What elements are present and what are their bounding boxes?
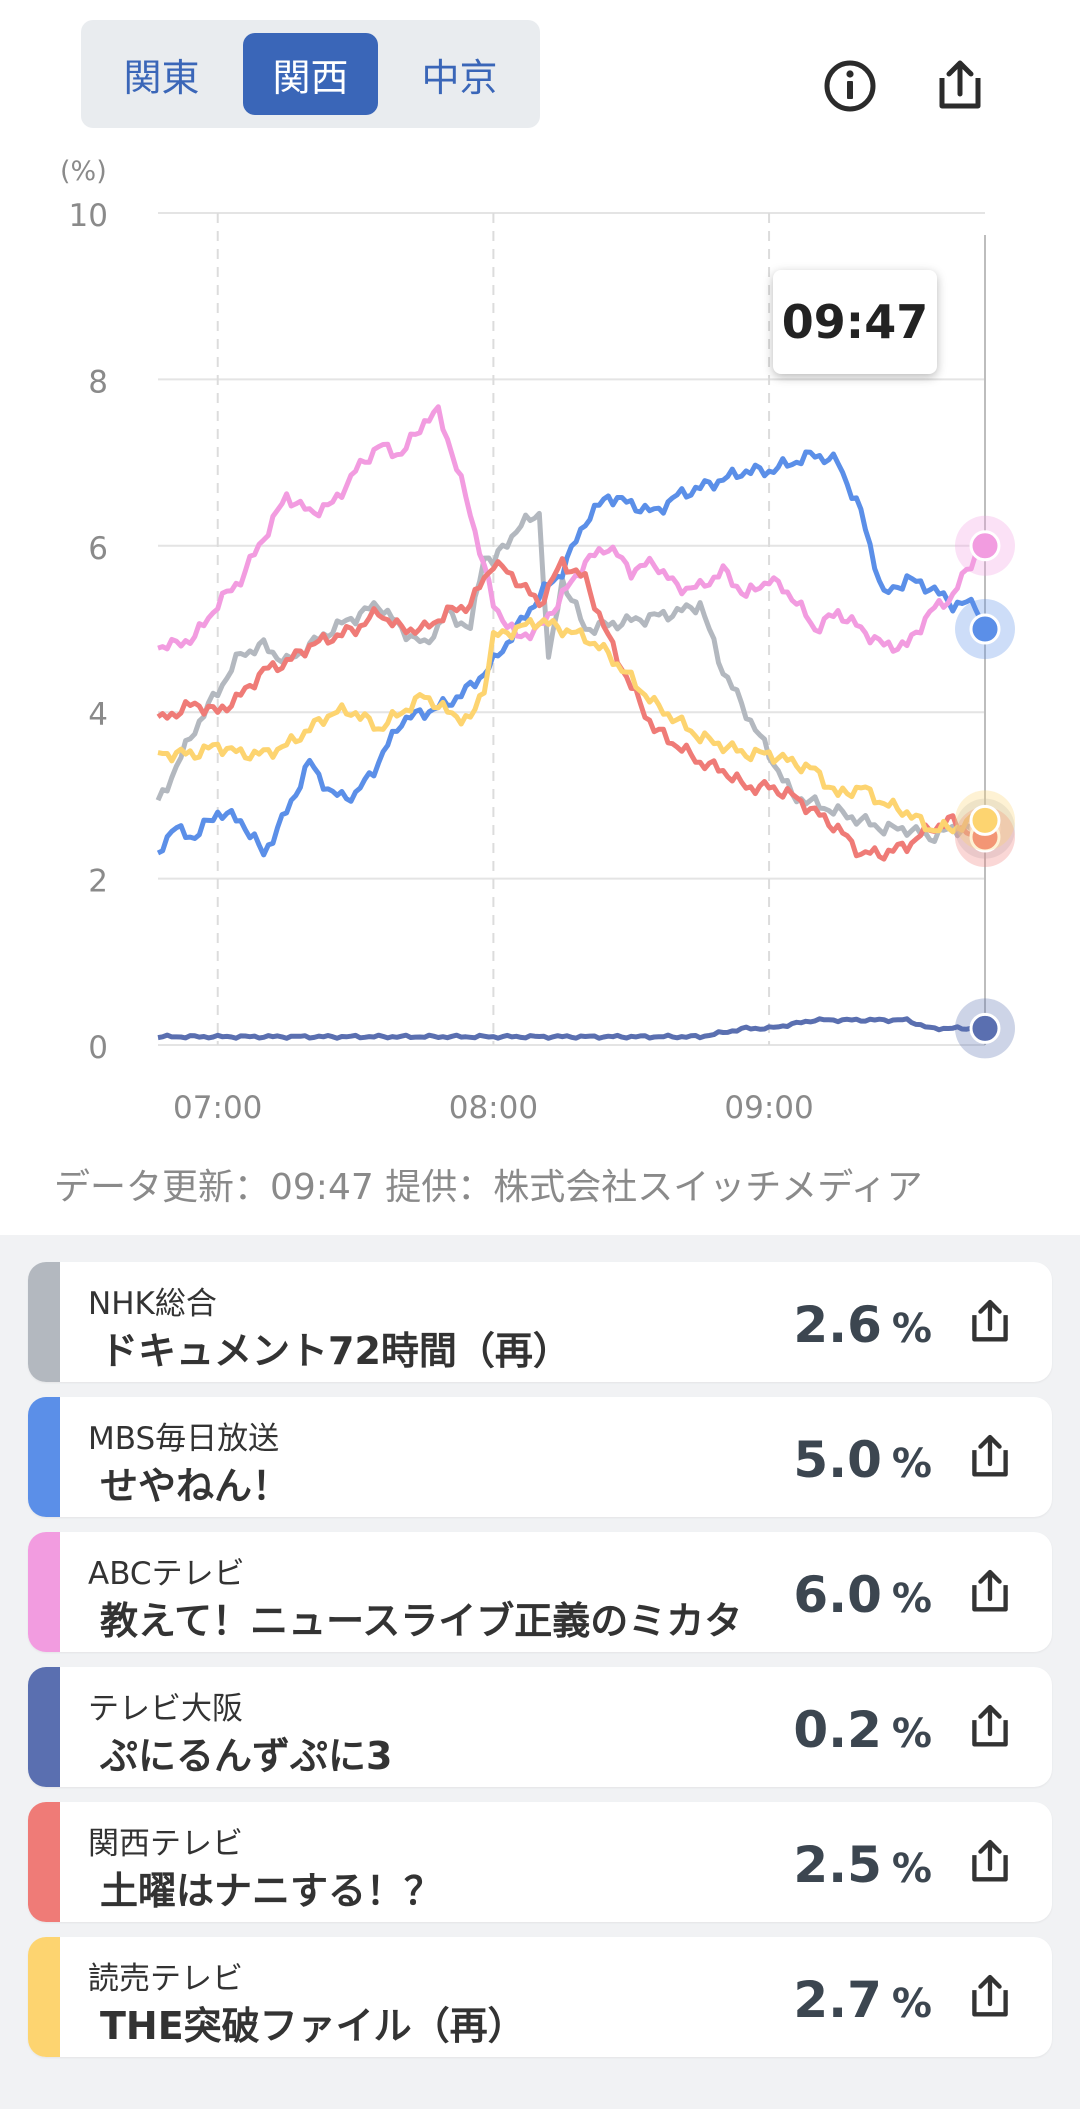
channel-color-bar (28, 1937, 60, 2057)
rating-unit: % (891, 1711, 932, 1757)
rating-value: 2.6% (793, 1296, 932, 1354)
rating-unit: % (891, 1441, 932, 1487)
program-title: ドキュメント72時間（再） (100, 1329, 571, 1373)
share-upload-icon[interactable] (964, 1971, 1016, 2023)
channel-name: ABCテレビ (88, 1556, 245, 1592)
info-button[interactable] (820, 56, 880, 116)
rating-value: 0.2% (793, 1701, 932, 1759)
program-title: せやねん！ (100, 1464, 291, 1508)
share-upload-icon[interactable] (964, 1566, 1016, 1618)
rating-unit: % (891, 1981, 932, 2027)
channel-color-bar (28, 1667, 60, 1787)
y-tick-label: 10 (69, 198, 108, 234)
list-item-nhk[interactable]: NHK総合 ドキュメント72時間（再） 2.6% (28, 1262, 1052, 1382)
rating-value: 2.7% (793, 1971, 932, 2029)
channel-name: 関西テレビ (88, 1826, 243, 1862)
rating-value: 6.0% (793, 1566, 932, 1624)
program-title: ぷにるんずぷに3 (100, 1734, 393, 1778)
channel-name: テレビ大阪 (88, 1691, 243, 1727)
series-line-2 (157, 404, 988, 654)
list-item-ytv[interactable]: 読売テレビ THE突破ファイル（再） 2.7% (28, 1937, 1052, 2057)
tab-kanto[interactable]: 関東 (123, 55, 200, 100)
y-unit-label: (%) (60, 156, 107, 187)
data-update-text: データ更新：09:47 提供：株式会社スイッチメディア (54, 1167, 923, 1208)
y-tick-label: 8 (88, 364, 108, 400)
share-upload-icon[interactable] (964, 1431, 1016, 1483)
rating-unit: % (891, 1576, 932, 1622)
rating-unit: % (891, 1306, 932, 1352)
x-tick-label: 08:00 (449, 1090, 538, 1126)
channel-name: MBS毎日放送 (88, 1421, 280, 1457)
rating-value: 5.0% (793, 1431, 932, 1489)
program-title: THE突破ファイル（再） (100, 2004, 526, 2048)
program-title: 土曜はナニする！？ (100, 1869, 443, 1913)
y-tick-label: 4 (88, 697, 108, 733)
top-bar: 関東 関西 中京 (0, 0, 1080, 150)
rating-unit: % (891, 1846, 932, 1892)
list-item-mbs[interactable]: MBS毎日放送 せやねん！ 5.0% (28, 1397, 1052, 1517)
share-chart-button[interactable] (930, 56, 990, 116)
chart-svg[interactable]: 0 2 4 6 8 10 (%) 07:00 08:00 09:00 (0, 140, 1080, 1140)
tab-chukyo[interactable]: 中京 (421, 55, 498, 100)
channel-color-bar (28, 1262, 60, 1382)
list-item-kansai-tv[interactable]: 関西テレビ 土曜はナニする！？ 2.5% (28, 1802, 1052, 1922)
x-tick-label: 09:00 (724, 1090, 813, 1126)
channel-list: NHK総合 ドキュメント72時間（再） 2.6% MBS毎日放送 せやねん！ 5… (0, 1235, 1080, 2109)
series-marker-5 (969, 804, 1001, 836)
time-tooltip: 09:47 (773, 270, 937, 374)
list-item-tv-osaka[interactable]: テレビ大阪 ぷにるんずぷに3 0.2% (28, 1667, 1052, 1787)
series-line-0 (155, 510, 987, 844)
series-line-4 (156, 556, 986, 862)
x-tick-label: 07:00 (173, 1090, 262, 1126)
list-item-abc[interactable]: ABCテレビ 教えて！ニュースライブ正義のミカタ 6.0% (28, 1532, 1052, 1652)
series-line-3 (157, 1016, 986, 1041)
channel-name: NHK総合 (88, 1286, 217, 1322)
rating-number: 2.7 (793, 1971, 882, 2029)
y-tick-label: 0 (88, 1030, 108, 1066)
channel-color-bar (28, 1802, 60, 1922)
series-marker-3 (969, 1012, 1001, 1044)
series-marker-2 (969, 530, 1001, 562)
share-upload-icon[interactable] (964, 1296, 1016, 1348)
series-line-1 (156, 449, 988, 858)
y-tick-label: 6 (88, 531, 108, 567)
rating-chart: 0 2 4 6 8 10 (%) 07:00 08:00 09:00 09:47 (0, 140, 1080, 1140)
series-marker-1 (969, 613, 1001, 645)
rating-number: 2.6 (793, 1296, 882, 1354)
y-tick-label: 2 (88, 864, 108, 900)
series-line-5 (157, 617, 987, 835)
share-upload-icon[interactable] (964, 1836, 1016, 1888)
rating-number: 5.0 (793, 1431, 882, 1489)
channel-color-bar (28, 1397, 60, 1517)
region-tabs: 関東 関西 中京 (81, 20, 540, 128)
program-title: 教えて！ニュースライブ正義のミカタ (100, 1599, 743, 1643)
rating-number: 2.5 (793, 1836, 882, 1894)
rating-number: 0.2 (793, 1701, 882, 1759)
rating-number: 6.0 (793, 1566, 882, 1624)
rating-value: 2.5% (793, 1836, 932, 1894)
tab-kansai[interactable]: 関西 (243, 33, 378, 115)
share-upload-icon[interactable] (964, 1701, 1016, 1753)
channel-color-bar (28, 1532, 60, 1652)
share-upload-icon (939, 60, 981, 109)
channel-name: 読売テレビ (88, 1961, 243, 1997)
info-circle-icon (824, 60, 876, 112)
